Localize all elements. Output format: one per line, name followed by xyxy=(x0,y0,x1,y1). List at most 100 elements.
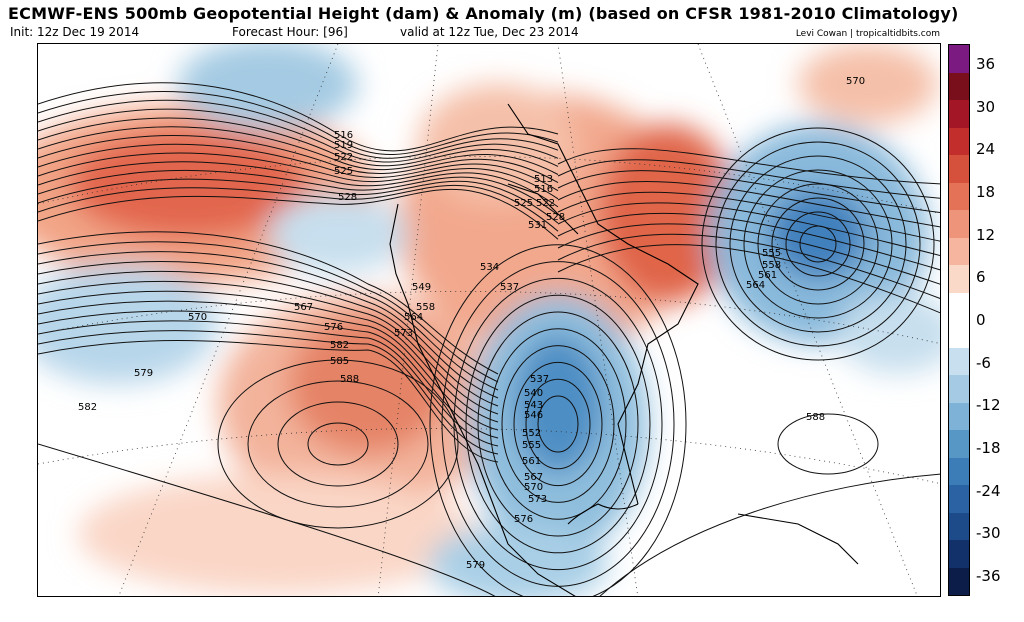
contour-label: 555 xyxy=(522,440,541,451)
height-contour xyxy=(38,184,559,232)
height-contour xyxy=(38,117,559,167)
contour-label: 582 xyxy=(330,340,349,351)
colorbar-segment xyxy=(949,457,969,485)
contour-label: 537 xyxy=(500,282,519,293)
contour-label: 528 xyxy=(546,212,565,223)
height-contour xyxy=(785,211,851,277)
colorbar-segment xyxy=(949,320,969,348)
height-contour xyxy=(557,159,940,199)
height-contour xyxy=(557,233,940,299)
contour-label: 540 xyxy=(524,388,543,399)
height-contour xyxy=(307,422,369,466)
colorbar-segment xyxy=(949,127,969,155)
credit-text: Levi Cowan | tropicaltidbits.com xyxy=(795,29,940,39)
colorbar-segment xyxy=(949,155,969,183)
height-contour xyxy=(557,148,940,185)
trough-core-us xyxy=(513,334,603,474)
colorbar-tick-label: 18 xyxy=(976,183,996,201)
init-time: Init: 12z Dec 19 2014 xyxy=(10,25,140,39)
contour-label: 573 xyxy=(528,494,547,505)
height-contour xyxy=(277,401,399,487)
height-contour xyxy=(729,155,907,333)
contour-label: 525 xyxy=(514,198,533,209)
colorbar-segment xyxy=(949,72,969,100)
height-contour xyxy=(465,294,651,554)
colorbar-tick-label: -36 xyxy=(976,567,1001,585)
trough-coast xyxy=(268,194,408,274)
colorbar-tick-label: -30 xyxy=(976,524,1001,543)
height-contour xyxy=(557,170,940,214)
contour-label: 552 xyxy=(522,428,541,439)
height-contour xyxy=(557,244,940,314)
contour-label: 588 xyxy=(340,374,359,385)
colorbar-tick-label: 24 xyxy=(976,140,996,159)
height-contour xyxy=(513,361,603,487)
colorbar-tick-label: 30 xyxy=(976,97,996,116)
height-contour xyxy=(501,345,615,503)
colorbar-segment xyxy=(949,402,969,430)
colorbar-segment xyxy=(949,210,969,238)
contour-label: 576 xyxy=(514,514,533,525)
colorbar-segment xyxy=(949,45,969,73)
contour-label: 567 xyxy=(294,302,313,313)
height-contour xyxy=(557,223,940,285)
height-contour xyxy=(38,178,559,224)
height-contour xyxy=(599,473,940,596)
height-contour xyxy=(38,310,499,439)
chart-title: ECMWF-ENS 500mb Geopotential Height (dam… xyxy=(8,4,959,23)
height-contour xyxy=(38,91,559,156)
height-contour xyxy=(38,126,559,175)
height-contour xyxy=(38,161,559,208)
contour-label: 534 xyxy=(480,262,499,273)
height-contour xyxy=(38,443,496,596)
colorbar-tick-label: 0 xyxy=(976,311,986,329)
height-contour xyxy=(38,290,499,423)
height-contour xyxy=(525,378,591,470)
contour-label: 522 xyxy=(334,152,353,163)
height-contour xyxy=(38,143,559,192)
height-contour xyxy=(38,270,499,407)
colorbar-tick-label: 12 xyxy=(976,225,996,244)
colorbar-segment xyxy=(949,512,969,540)
height-contour xyxy=(557,180,940,228)
colorbar-segment xyxy=(949,292,969,320)
contour-label: 567 xyxy=(524,472,543,483)
contour-label: 561 xyxy=(758,270,777,281)
contour-label: 519 xyxy=(334,140,353,151)
height-contour xyxy=(38,330,499,455)
colorbar-segment xyxy=(949,567,969,595)
contour-label: 573 xyxy=(394,328,413,339)
contour-label: 531 xyxy=(528,220,547,231)
contour-label: 546 xyxy=(524,410,543,421)
contour-label: 537 xyxy=(530,374,549,385)
contour-label: 516 xyxy=(334,130,353,141)
height-contour xyxy=(38,135,559,184)
height-contour xyxy=(701,127,935,361)
height-contour xyxy=(38,82,559,152)
trough-core-atlantic xyxy=(768,189,868,279)
trough-alaska xyxy=(178,44,358,129)
contour-label: 579 xyxy=(134,368,153,379)
height-contour xyxy=(38,231,499,375)
height-contour xyxy=(38,241,499,383)
ridge-atlantic-north xyxy=(798,44,938,124)
colorbar-segment xyxy=(949,540,969,568)
contour-label: 555 xyxy=(762,248,781,259)
colorbar-segment xyxy=(949,347,969,375)
colorbar-tick-label: -12 xyxy=(976,396,1001,415)
contour-label: 522 xyxy=(536,198,555,209)
height-contour xyxy=(38,108,559,163)
height-contour xyxy=(247,380,429,508)
colorbar-tick-label: -18 xyxy=(976,439,1001,457)
height-contour xyxy=(38,169,559,216)
height-contour xyxy=(38,99,559,159)
contour-label: 570 xyxy=(524,482,543,493)
colorbar-segment xyxy=(949,375,969,403)
trough-pacific xyxy=(38,264,218,384)
height-contour xyxy=(557,212,940,271)
height-contour xyxy=(441,261,675,587)
contour-label: 516 xyxy=(534,184,553,195)
ridge-subtropic xyxy=(78,474,478,594)
height-contour xyxy=(38,280,499,415)
contour-label: 528 xyxy=(338,192,357,203)
